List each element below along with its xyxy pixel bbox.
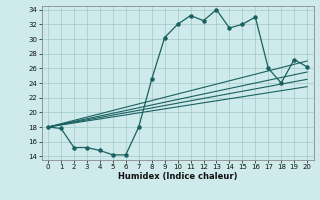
X-axis label: Humidex (Indice chaleur): Humidex (Indice chaleur) [118, 172, 237, 181]
